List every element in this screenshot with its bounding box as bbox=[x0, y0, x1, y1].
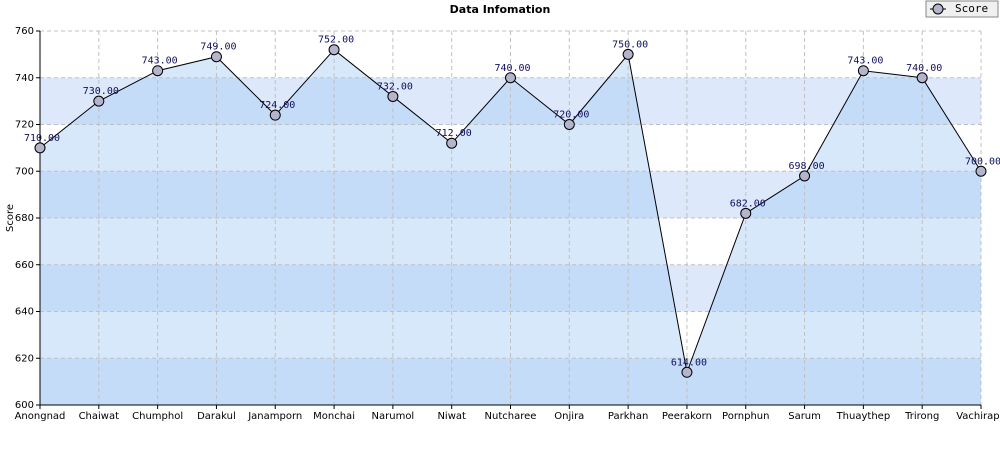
x-tick-label: Trirong bbox=[904, 411, 939, 422]
x-tick-label: Niwat bbox=[437, 411, 466, 422]
point bbox=[740, 207, 752, 219]
x-tick-label: Anongnad bbox=[15, 411, 66, 422]
value-label: 710.00 bbox=[24, 133, 60, 144]
chart-title: Data Infomation bbox=[450, 3, 551, 16]
x-tick-label: Nutcharee bbox=[485, 411, 537, 422]
legend-label: Score bbox=[955, 2, 988, 15]
y-tick-label: 660 bbox=[15, 260, 34, 271]
x-tick-label: Parkhan bbox=[608, 411, 648, 422]
value-label: 614.00 bbox=[671, 357, 707, 368]
x-tick-label: Narumol bbox=[372, 411, 415, 422]
y-axis-label: Score bbox=[5, 204, 16, 232]
x-tick-label: Janamporn bbox=[247, 411, 302, 422]
value-label: 743.00 bbox=[142, 56, 178, 67]
point bbox=[387, 90, 399, 102]
y-tick-label: 720 bbox=[15, 120, 34, 131]
x-tick-label: Thuaythep bbox=[836, 411, 891, 422]
x-tick-label: Vachirapo bbox=[956, 411, 1000, 422]
point bbox=[916, 72, 928, 84]
value-label: 682.00 bbox=[730, 198, 766, 209]
point bbox=[210, 51, 222, 63]
y-tick-label: 760 bbox=[15, 26, 34, 37]
value-label: 743.00 bbox=[847, 56, 883, 67]
point bbox=[799, 170, 811, 182]
point bbox=[269, 109, 281, 121]
x-tick-label: Onjira bbox=[554, 411, 584, 422]
x-tick-label: Peerakorn bbox=[662, 411, 712, 422]
value-label: 720.00 bbox=[553, 110, 589, 121]
value-label: 732.00 bbox=[377, 81, 413, 92]
value-label: 730.00 bbox=[83, 86, 119, 97]
point bbox=[857, 65, 869, 77]
value-label: 740.00 bbox=[906, 63, 942, 74]
y-tick-label: 600 bbox=[15, 400, 34, 411]
value-label: 749.00 bbox=[200, 42, 236, 53]
y-tick-label: 620 bbox=[15, 353, 34, 364]
x-tick-label: Monchai bbox=[313, 411, 355, 422]
legend-box bbox=[925, 0, 999, 18]
point bbox=[152, 65, 164, 77]
x-tick-label: Pornphun bbox=[722, 411, 769, 422]
value-label: 700.00 bbox=[965, 156, 1000, 167]
value-label: 740.00 bbox=[494, 63, 530, 74]
y-tick-label: 740 bbox=[15, 73, 34, 84]
point bbox=[328, 44, 340, 56]
x-tick-label: Chumphol bbox=[132, 411, 183, 422]
value-label: 752.00 bbox=[318, 35, 354, 46]
value-label: 698.00 bbox=[789, 161, 825, 172]
x-tick-label: Sarum bbox=[788, 411, 821, 422]
point bbox=[505, 72, 516, 84]
point bbox=[93, 95, 105, 107]
legend: Score bbox=[925, 0, 999, 18]
point bbox=[681, 366, 693, 378]
point bbox=[622, 48, 634, 60]
x-tick-label: Chaiwat bbox=[79, 411, 120, 422]
point bbox=[34, 142, 46, 154]
value-label: 724.00 bbox=[259, 100, 295, 111]
x-tick-label: Darakul bbox=[197, 411, 236, 422]
value-label: 750.00 bbox=[612, 39, 648, 50]
y-tick-label: 700 bbox=[15, 166, 34, 177]
point bbox=[975, 165, 987, 177]
value-label: 712.00 bbox=[436, 128, 472, 139]
point bbox=[563, 119, 575, 130]
y-tick-label: 640 bbox=[15, 307, 34, 318]
y-tick-label: 680 bbox=[15, 213, 34, 224]
point bbox=[446, 137, 458, 149]
legend-marker bbox=[932, 3, 944, 15]
